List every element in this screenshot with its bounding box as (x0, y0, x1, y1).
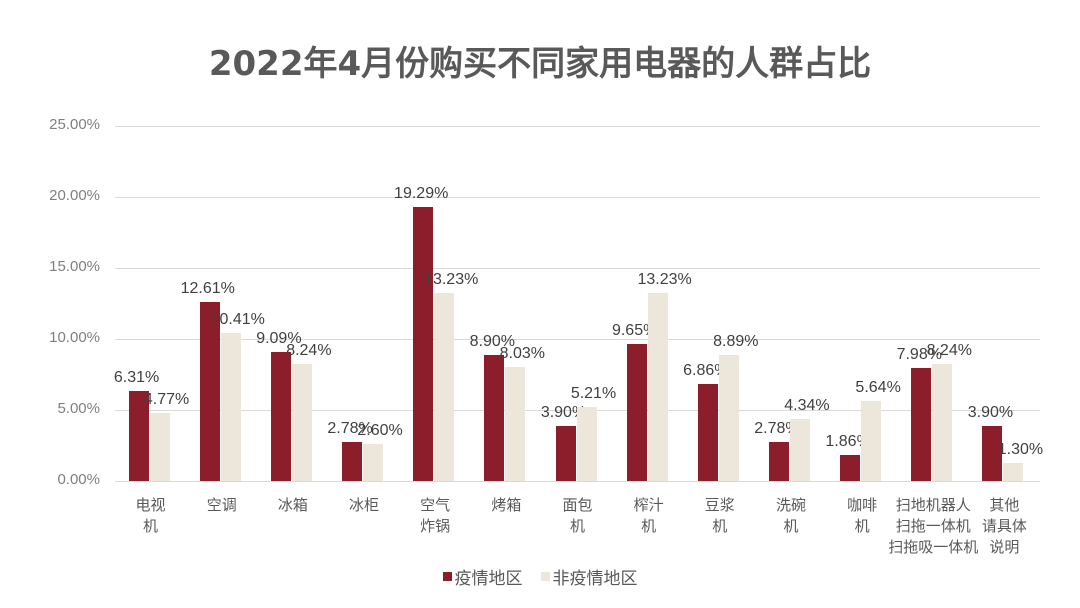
data-label: 5.64% (855, 378, 901, 396)
bar-epidemic (128, 391, 149, 481)
data-label: 7.98% (896, 345, 942, 363)
bar-non-epidemic (434, 293, 455, 481)
x-tick-label: 烤箱 (491, 496, 522, 514)
data-label: 2.78% (754, 419, 800, 437)
data-label: 19.29% (394, 185, 449, 203)
bar-epidemic (911, 367, 932, 481)
x-tick-label: 面包 机 (562, 496, 593, 535)
x-tick-label: 冰箱 (277, 496, 308, 514)
x-tick-label: 扫地机器人 扫拖一体机 扫拖吸一体机 (888, 496, 979, 556)
bar-epidemic (199, 301, 220, 481)
data-label: 13.23% (424, 271, 479, 289)
data-label: 12.61% (180, 279, 235, 297)
bar-non-epidemic (220, 333, 241, 481)
x-tick-label: 电视 机 (135, 496, 166, 535)
y-tick-label: 20.00% (49, 187, 100, 204)
bar-epidemic (697, 383, 718, 481)
x-tick-label: 咖啡 机 (847, 496, 878, 535)
gridline (115, 481, 1040, 482)
bar-non-epidemic (647, 293, 668, 481)
y-tick-label: 25.00% (49, 116, 100, 133)
data-label: 3.90% (540, 403, 587, 421)
data-label: 6.86% (683, 361, 729, 379)
data-label: 4.34% (784, 397, 830, 415)
data-label: 4.77% (143, 391, 190, 409)
bar-non-epidemic (932, 364, 953, 481)
bar-non-epidemic (861, 400, 882, 481)
x-tick-label: 榨汁 机 (633, 496, 664, 535)
data-label: 9.09% (256, 329, 302, 347)
bar-epidemic (484, 354, 505, 481)
data-label: 9.65% (611, 321, 658, 339)
data-label: 8.24% (286, 341, 332, 359)
bar-non-epidemic (363, 444, 384, 481)
data-label: 8.89% (713, 332, 759, 350)
data-label: 6.31% (113, 369, 160, 387)
bar-epidemic (413, 207, 434, 481)
x-tick-label: 洗碗 机 (775, 496, 806, 535)
x-tick-label: 空气 炸锅 (420, 496, 451, 535)
gridline (115, 197, 1040, 198)
bar-non-epidemic (718, 354, 739, 481)
y-tick-label: 5.00% (57, 400, 100, 417)
y-tick-label: 15.00% (49, 258, 100, 275)
data-label: 3.90% (967, 403, 1014, 421)
legend-item-epidemic: 疫情地区 (442, 564, 523, 589)
data-label: 8.24% (926, 341, 972, 359)
bar-non-epidemic (576, 407, 597, 481)
data-label: 10.41% (210, 311, 265, 329)
data-label: 13.23% (637, 271, 692, 289)
bar-epidemic (840, 454, 861, 481)
y-tick-label: 10.00% (49, 329, 100, 346)
x-tick-label: 冰柜 (349, 496, 380, 514)
data-label: 5.21% (570, 385, 617, 403)
bar-epidemic (342, 441, 363, 481)
bar-epidemic (270, 351, 291, 481)
bar-non-epidemic (505, 366, 526, 481)
bar-non-epidemic (1003, 462, 1024, 481)
gridline (115, 268, 1040, 269)
chart-title: 2022年4月份购买不同家用电器的人群占比 (208, 44, 872, 84)
gridline (115, 126, 1040, 127)
data-label: 1.86% (825, 432, 871, 450)
x-tick-label: 空调 (206, 496, 237, 514)
bar-non-epidemic (149, 413, 170, 481)
plot-area: 6.31% 4.77% 12.61% 10.41% 9.09% 8.24% 2.78% 2.6… (113, 126, 1044, 482)
bar-epidemic (768, 441, 789, 481)
x-tick-label: 其他 请具体 说明 (981, 496, 1027, 556)
legend-swatch-non-epidemic (540, 572, 550, 581)
bar-epidemic (982, 425, 1003, 481)
bar-epidemic (555, 425, 576, 481)
bar-non-epidemic (789, 419, 810, 481)
x-tick-label: 豆浆 机 (704, 496, 735, 535)
data-label: 1.30% (997, 440, 1044, 458)
y-tick-label: 0.00% (57, 471, 100, 488)
bar-epidemic (626, 343, 647, 481)
legend: 疫情地区 非疫情地区 (0, 564, 1080, 589)
bar-non-epidemic (291, 364, 312, 481)
data-label: 8.03% (499, 344, 546, 362)
legend-label-epidemic: 疫情地区 (454, 569, 523, 589)
legend-swatch-epidemic (442, 572, 452, 581)
legend-label-non-epidemic: 非疫情地区 (552, 569, 638, 589)
data-label: 8.90% (469, 332, 516, 350)
legend-item-non-epidemic: 非疫情地区 (540, 564, 638, 589)
data-label: 2.78% (327, 419, 373, 437)
data-label: 2.60% (357, 422, 403, 440)
gridline (115, 339, 1040, 340)
